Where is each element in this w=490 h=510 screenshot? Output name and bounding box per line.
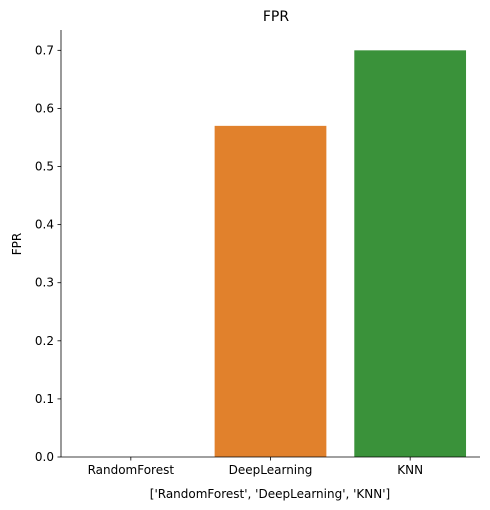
x-axis-label: ['RandomForest', 'DeepLearning', 'KNN'] <box>150 487 390 501</box>
x-tick-label: DeepLearning <box>229 463 313 477</box>
x-tick-label: KNN <box>397 463 423 477</box>
chart-title: FPR <box>263 9 289 25</box>
y-tick-label: 0.4 <box>35 218 54 232</box>
bar-knn <box>354 50 467 457</box>
y-tick-label: 0.6 <box>35 101 54 115</box>
y-tick-label: 0.1 <box>35 392 54 406</box>
bars-group <box>214 50 467 457</box>
x-tick-label: RandomForest <box>88 463 175 477</box>
bar-deeplearning <box>214 125 327 457</box>
y-axis-label: FPR <box>10 233 24 255</box>
x-axis: RandomForest DeepLearning KNN <box>61 456 480 477</box>
y-tick-label: 0.7 <box>35 43 54 57</box>
y-tick-label: 0.3 <box>35 276 54 290</box>
y-tick-label: 0.0 <box>35 450 54 464</box>
y-tick-label: 0.5 <box>35 160 54 174</box>
y-axis: 0.0 0.1 0.2 0.3 0.4 0.5 0.6 0.7 <box>35 30 62 464</box>
y-tick-label: 0.2 <box>35 334 54 348</box>
